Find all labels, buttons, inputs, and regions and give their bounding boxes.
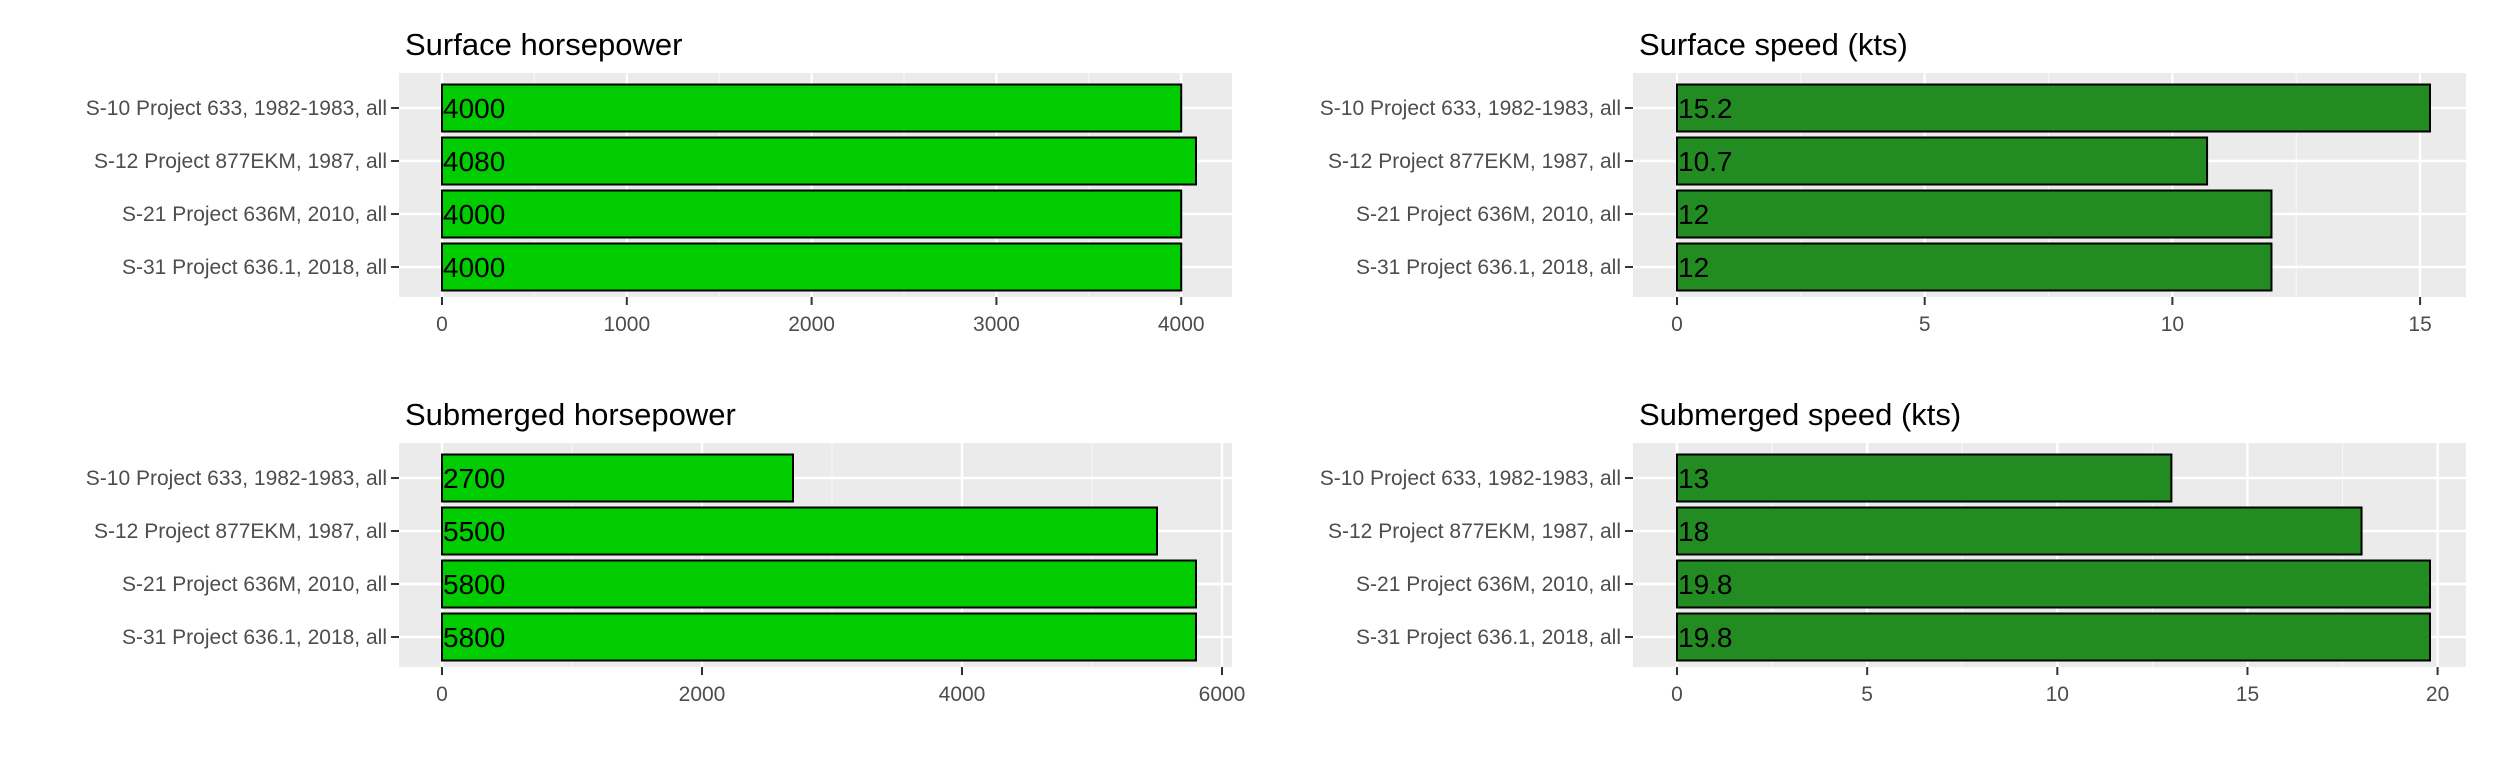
bar — [1676, 612, 2431, 662]
bar — [441, 83, 1183, 133]
x-tick-label: 2000 — [788, 313, 835, 336]
bar — [1676, 506, 2363, 556]
x-tick-label: 20 — [2426, 683, 2449, 706]
y-tick-label: S-12 Project 877EKM, 1987, all — [1328, 520, 1621, 543]
bar-value-label: 5800 — [443, 622, 505, 653]
bar-value-label: 18 — [1678, 516, 1709, 547]
y-tick-label: S-21 Project 636M, 2010, all — [1356, 573, 1621, 596]
bar-value-label: 4080 — [443, 146, 505, 177]
y-tick-label: S-21 Project 636M, 2010, all — [1356, 203, 1621, 226]
x-tick-label: 10 — [2161, 313, 2184, 336]
y-tick-label: S-12 Project 877EKM, 1987, all — [94, 520, 387, 543]
bar-value-label: 15.2 — [1678, 93, 1733, 124]
bar-value-label: 4000 — [443, 93, 505, 124]
y-tick-label: S-31 Project 636.1, 2018, all — [122, 256, 387, 279]
bar — [1676, 136, 2209, 186]
x-tick-label: 15 — [2236, 683, 2259, 706]
y-tick-label: S-21 Project 636M, 2010, all — [122, 203, 387, 226]
y-tick-label: S-10 Project 633, 1982-1983, all — [86, 467, 387, 490]
x-tick-label: 1000 — [603, 313, 650, 336]
x-tick-label: 15 — [2408, 313, 2431, 336]
bar — [441, 242, 1183, 292]
y-tick-label: S-10 Project 633, 1982-1983, all — [86, 97, 387, 120]
y-tick-label: S-12 Project 877EKM, 1987, all — [94, 150, 387, 173]
bar-value-label: 10.7 — [1678, 146, 1733, 177]
x-tick-label: 5 — [1861, 683, 1873, 706]
chart-title: Surface horsepower — [405, 27, 682, 62]
x-tick-label: 6000 — [1199, 683, 1246, 706]
chart-title: Submerged speed (kts) — [1639, 397, 1961, 432]
y-tick-label: S-10 Project 633, 1982-1983, all — [1320, 97, 1621, 120]
bar-value-label: 2700 — [443, 463, 505, 494]
bar — [1676, 559, 2431, 609]
bar-value-label: 4000 — [443, 199, 505, 230]
x-tick-label: 10 — [2046, 683, 2069, 706]
bar — [1676, 453, 2173, 503]
chart-panel: Surface speed (kts) 15.2 10.7 12 12 S-10 Proj… — [1320, 27, 2466, 336]
x-tick-label: 5 — [1919, 313, 1931, 336]
x-tick-label: 4000 — [939, 683, 986, 706]
bar-value-label: 19.8 — [1678, 569, 1733, 600]
bar — [441, 559, 1197, 609]
y-tick-label: S-10 Project 633, 1982-1983, all — [1320, 467, 1621, 490]
x-tick-label: 4000 — [1158, 313, 1205, 336]
bar — [441, 506, 1158, 556]
bar — [441, 136, 1197, 186]
chart-panel: Submerged speed (kts) 13 18 19.8 19.8 S-10 Pr… — [1320, 397, 2466, 706]
bar-value-label: 5800 — [443, 569, 505, 600]
bar — [1676, 242, 2273, 292]
chart-title: Submerged horsepower — [405, 397, 736, 432]
bar — [441, 189, 1183, 239]
bar-value-label: 13 — [1678, 463, 1709, 494]
bar-value-label: 19.8 — [1678, 622, 1733, 653]
y-tick-label: S-21 Project 636M, 2010, all — [122, 573, 387, 596]
x-tick-label: 0 — [1671, 313, 1683, 336]
y-tick-label: S-31 Project 636.1, 2018, all — [1356, 626, 1621, 649]
bar — [1676, 83, 2431, 133]
chart-panel: Submerged horsepower 2700 5500 5800 5800 S-10… — [86, 397, 1246, 706]
x-tick-label: 0 — [1671, 683, 1683, 706]
bar — [441, 612, 1197, 662]
bar-value-label: 12 — [1678, 199, 1709, 230]
y-tick-label: S-31 Project 636.1, 2018, all — [1356, 256, 1621, 279]
bar-value-label: 4000 — [443, 252, 505, 283]
x-tick-label: 3000 — [973, 313, 1020, 336]
y-tick-label: S-12 Project 877EKM, 1987, all — [1328, 150, 1621, 173]
chart-panel: Surface horsepower 4000 4080 4000 4000 S-10 P… — [86, 27, 1232, 336]
bar-value-label: 12 — [1678, 252, 1709, 283]
y-tick-label: S-31 Project 636.1, 2018, all — [122, 626, 387, 649]
bar — [441, 453, 794, 503]
bar-value-label: 5500 — [443, 516, 505, 547]
chart-title: Surface speed (kts) — [1639, 27, 1908, 62]
bar — [1676, 189, 2273, 239]
x-tick-label: 0 — [436, 683, 448, 706]
x-tick-label: 2000 — [679, 683, 726, 706]
x-tick-label: 0 — [436, 313, 448, 336]
